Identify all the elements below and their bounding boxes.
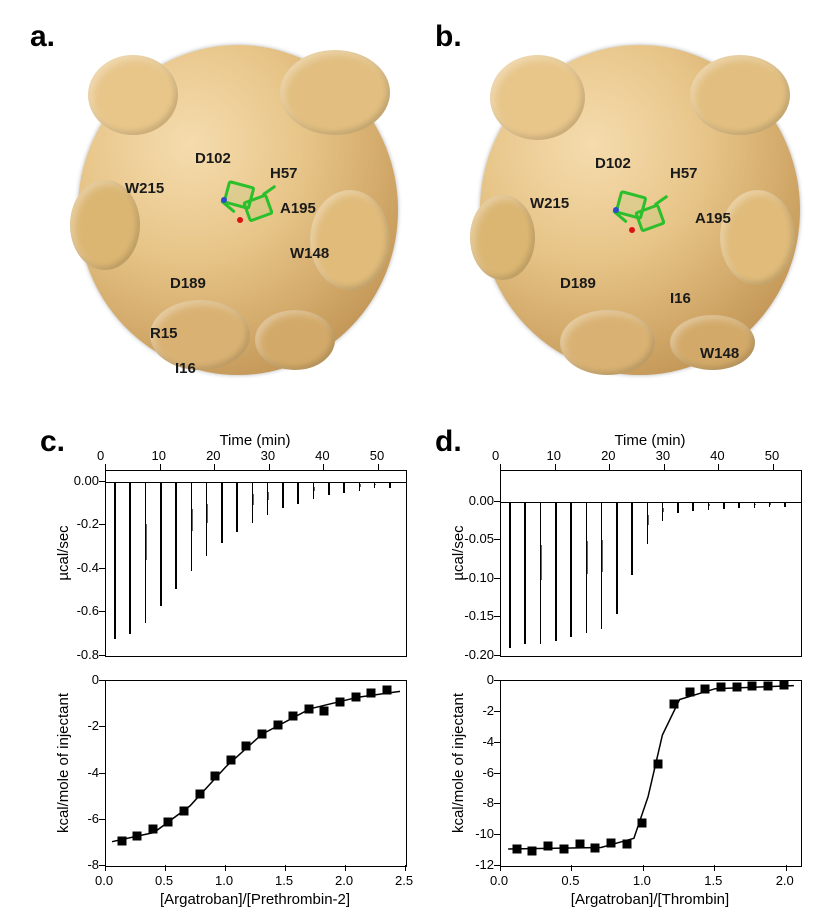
xlabel-bot-c: [Argatroban]/[Prethrombin-2] xyxy=(105,891,405,908)
point-c-1 xyxy=(133,831,142,840)
panel-label-d: d. xyxy=(435,425,462,459)
residue-b-D189: D189 xyxy=(560,275,596,292)
point-c-12 xyxy=(304,704,313,713)
point-c-13 xyxy=(320,707,329,716)
point-c-11 xyxy=(289,711,298,720)
residue-a-W148: W148 xyxy=(290,245,329,262)
point-d-15 xyxy=(748,681,757,690)
protein-blob-a-3 xyxy=(310,190,390,290)
fit-curve-d xyxy=(501,681,801,866)
residue-a-R15: R15 xyxy=(150,325,178,342)
fit-curve-c xyxy=(106,681,406,866)
xlabel-bot-d: [Argatroban]/[Thrombin] xyxy=(500,891,800,908)
thermogram-d xyxy=(500,470,802,657)
residue-b-H57: H57 xyxy=(670,165,698,182)
point-d-0 xyxy=(512,845,521,854)
panel-label-c: c. xyxy=(40,425,65,459)
point-c-15 xyxy=(351,693,360,702)
point-d-12 xyxy=(701,684,710,693)
protein-blob-a-1 xyxy=(280,50,390,135)
residue-b-W148: W148 xyxy=(700,345,739,362)
point-c-8 xyxy=(242,741,251,750)
residue-a-I16: I16 xyxy=(175,360,196,377)
point-c-9 xyxy=(258,730,267,739)
point-d-9 xyxy=(654,760,663,769)
residue-a-A195: A195 xyxy=(280,200,316,217)
figure-root: a. D102 H57 W215 A195 W148 D189 R15 I16 b. D102 H57… xyxy=(0,0,840,923)
isotherm-d xyxy=(500,680,802,867)
residue-b-D102: D102 xyxy=(595,155,631,172)
panel-label-a: a. xyxy=(30,20,55,54)
xlabel-top-d: Time (min) xyxy=(500,432,800,449)
point-c-16 xyxy=(367,688,376,697)
point-c-7 xyxy=(226,755,235,764)
point-d-5 xyxy=(591,843,600,852)
residue-a-W215: W215 xyxy=(125,180,164,197)
thermogram-c xyxy=(105,470,407,657)
ylabel-top-d: µcal/sec xyxy=(450,503,467,603)
xlabel-top-c: Time (min) xyxy=(105,432,405,449)
isotherm-c xyxy=(105,680,407,867)
point-d-6 xyxy=(607,838,616,847)
protein-blob-b-4 xyxy=(560,310,655,375)
ligand-a xyxy=(215,175,285,235)
protein-blob-b-1 xyxy=(690,55,790,135)
protein-blob-b-0 xyxy=(490,55,585,140)
point-d-1 xyxy=(528,846,537,855)
point-d-3 xyxy=(559,845,568,854)
point-c-6 xyxy=(211,771,220,780)
point-c-4 xyxy=(180,806,189,815)
point-c-0 xyxy=(117,836,126,845)
residue-b-A195: A195 xyxy=(695,210,731,227)
point-c-5 xyxy=(195,790,204,799)
point-d-8 xyxy=(638,818,647,827)
protein-blob-a-0 xyxy=(88,55,178,135)
point-c-14 xyxy=(336,697,345,706)
protein-blob-b-3 xyxy=(720,190,795,285)
point-d-10 xyxy=(669,700,678,709)
ligand-b xyxy=(607,185,677,245)
residue-b-W215: W215 xyxy=(530,195,569,212)
point-d-17 xyxy=(779,680,788,689)
point-d-16 xyxy=(764,681,773,690)
protein-blob-a-5 xyxy=(255,310,335,370)
point-d-7 xyxy=(622,840,631,849)
point-d-11 xyxy=(685,687,694,696)
point-c-17 xyxy=(382,686,391,695)
point-d-2 xyxy=(544,841,553,850)
point-c-10 xyxy=(273,720,282,729)
residue-a-D189: D189 xyxy=(170,275,206,292)
panel-label-b: b. xyxy=(435,20,462,54)
residue-b-I16: I16 xyxy=(670,290,691,307)
point-c-2 xyxy=(148,825,157,834)
point-c-3 xyxy=(164,818,173,827)
point-d-4 xyxy=(575,840,584,849)
residue-a-H57: H57 xyxy=(270,165,298,182)
residue-a-D102: D102 xyxy=(195,150,231,167)
point-d-13 xyxy=(717,683,726,692)
point-d-14 xyxy=(732,683,741,692)
protein-blob-b-2 xyxy=(470,195,535,280)
